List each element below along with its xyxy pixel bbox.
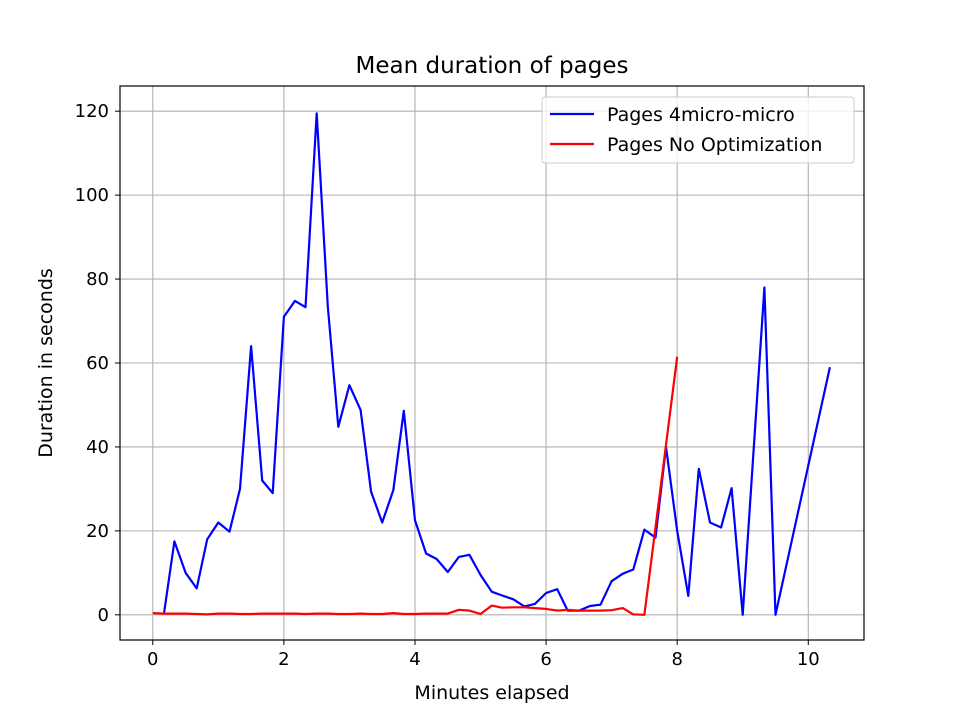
series-line-1	[152, 356, 679, 616]
y-tick-label-3: 60	[86, 353, 109, 374]
x-tick-label-3: 6	[540, 649, 551, 670]
y-tick-label-4: 80	[86, 269, 109, 290]
y-tick-label-5: 100	[75, 185, 109, 206]
legend: Pages 4micro-micro Pages No Optimization	[541, 96, 855, 164]
x-tick-label-5: 10	[797, 649, 820, 670]
series-lines	[152, 112, 831, 616]
y-tick-label-6: 120	[75, 101, 109, 122]
x-tick-label-0: 0	[147, 649, 158, 670]
chart-title: Mean duration of pages	[356, 53, 629, 79]
y-axis-title: Duration in seconds	[35, 268, 57, 458]
legend-box	[541, 96, 855, 164]
legend-label-1: Pages No Optimization	[607, 134, 822, 156]
x-axis-title: Minutes elapsed	[414, 682, 569, 704]
series-line-0	[162, 112, 831, 616]
y-tick-label-1: 20	[86, 521, 109, 542]
x-tick-label-2: 4	[409, 649, 420, 670]
y-tick-label-0: 0	[98, 605, 109, 626]
x-tick-label-4: 8	[671, 649, 682, 670]
legend-label-0: Pages 4micro-micro	[607, 104, 795, 126]
y-tick-label-2: 40	[86, 437, 109, 458]
x-tick-label-1: 2	[278, 649, 289, 670]
